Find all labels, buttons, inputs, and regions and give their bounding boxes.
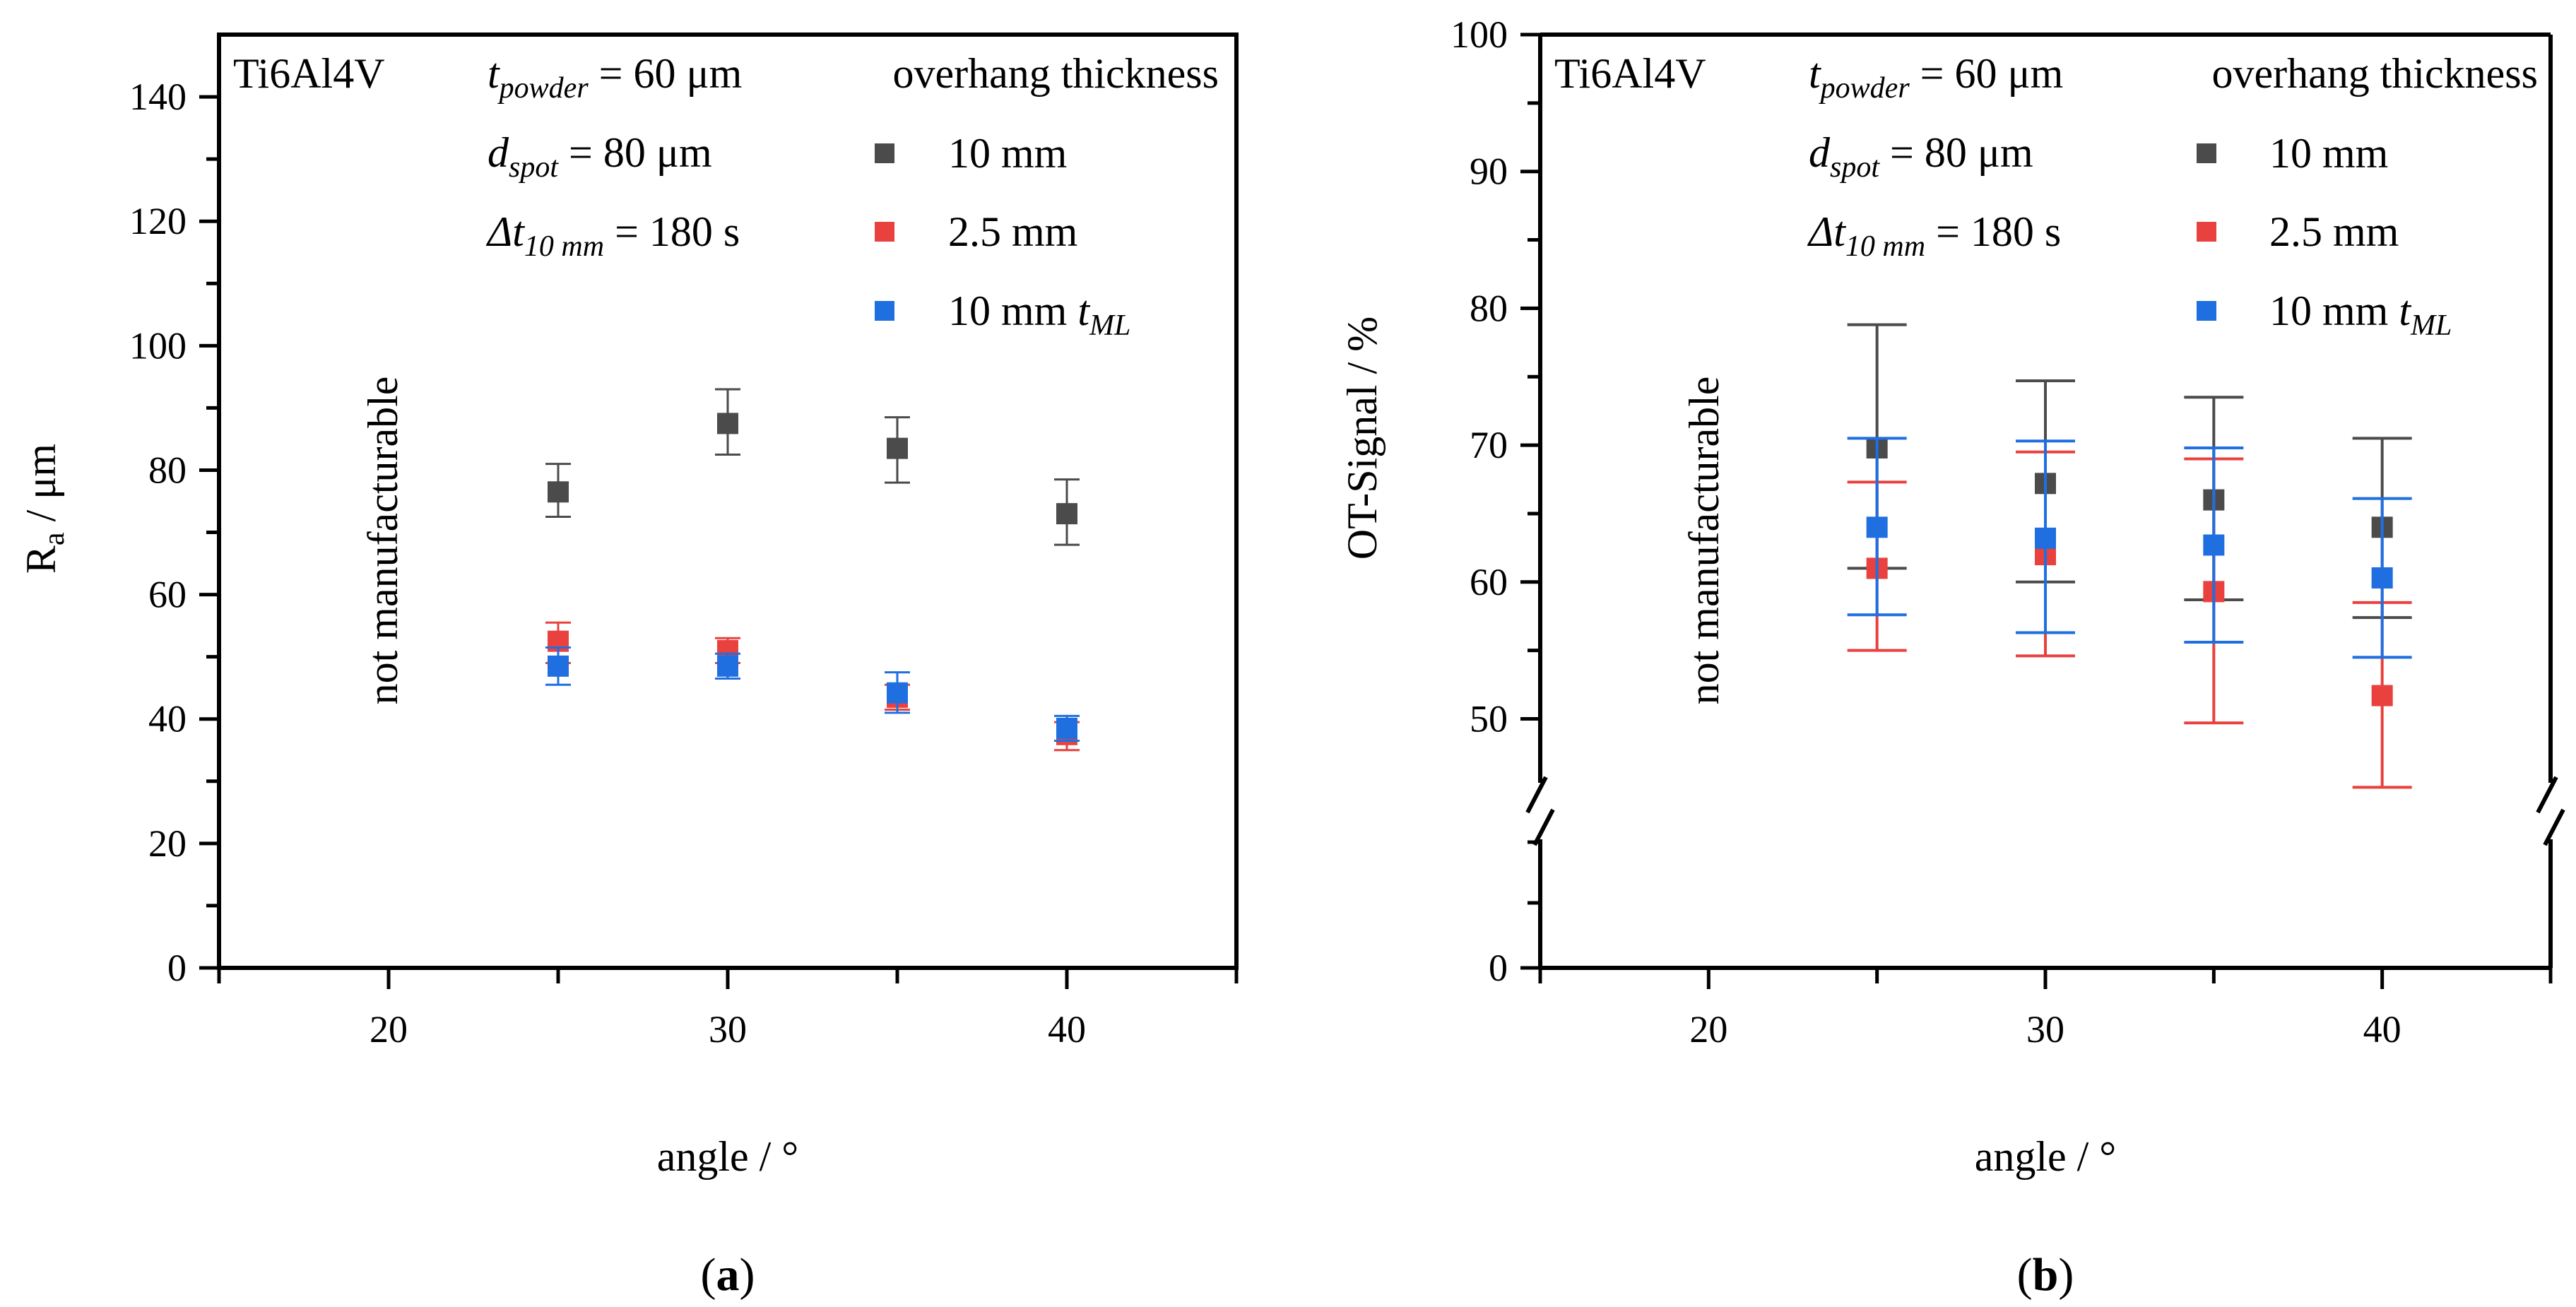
panel-b-legend-marker bbox=[2197, 143, 2216, 163]
panel-b-legend: 10 mm 2.5 mm 10 mm tML bbox=[2197, 130, 2452, 342]
panel-a-data-point bbox=[887, 437, 908, 459]
panel-b-legend-marker bbox=[2197, 301, 2216, 321]
panel-b-ytick-label: 50 bbox=[1470, 698, 1508, 740]
panel-b-xtick-label: 20 bbox=[1689, 1008, 1727, 1051]
panel-a-ytick-label: 60 bbox=[148, 574, 187, 616]
panel-b-marks bbox=[1847, 323, 2412, 789]
panel-a-dt: Δt10 mm = 180 s bbox=[486, 208, 740, 263]
panel-a-data-point bbox=[887, 682, 908, 704]
panel-b-ytick-label: 70 bbox=[1470, 424, 1508, 466]
panel-a-legend-label: 10 mm tML bbox=[948, 288, 1130, 342]
panel-b-ytick-label: 0 bbox=[1489, 947, 1508, 989]
panel-a-data-point bbox=[1056, 717, 1077, 739]
panel-a-xtick-label: 20 bbox=[370, 1008, 408, 1051]
panel-b-label: (b) bbox=[2017, 1249, 2074, 1301]
panel-a-ytick-label: 100 bbox=[129, 324, 187, 367]
panel-b-data-point bbox=[2203, 534, 2225, 556]
panel-a-chart: 0 20 40 60 80 100 120 140 20 30 40 Ti6Al4V tpowder… bbox=[18, 32, 1239, 1301]
panel-b-xtick-label: 40 bbox=[2363, 1008, 2401, 1051]
panel-a-legend-label: 10 mm bbox=[948, 130, 1067, 177]
panel-b-data-point bbox=[1866, 516, 1888, 538]
panel-b-xtick-label: 30 bbox=[2026, 1008, 2064, 1051]
panel-a-legend-title: overhang thickness bbox=[892, 50, 1219, 97]
panel-a-ytick-label: 0 bbox=[167, 947, 187, 989]
panel-a-ytick-label: 120 bbox=[129, 200, 187, 242]
panel-b-ticks: 0 50 60 70 80 90 100 20 30 40 bbox=[1451, 13, 2553, 1051]
panel-b-legend-label: 10 mm bbox=[2269, 130, 2388, 177]
panel-a-xlabel: angle / ° bbox=[657, 1133, 799, 1180]
panel-b-material: Ti6Al4V bbox=[1554, 50, 1706, 97]
panel-b-not-manufacturable: not manufacturable bbox=[1681, 377, 1727, 705]
panel-a-d-spot: dspot = 80 μm bbox=[488, 129, 712, 184]
panel-b-ytick-label: 100 bbox=[1451, 13, 1508, 56]
panel-a-xtick-label: 40 bbox=[1048, 1008, 1086, 1051]
panel-b-data-point bbox=[2035, 527, 2056, 549]
panel-a-ytick-label: 40 bbox=[148, 698, 187, 740]
panel-a-legend-label: 2.5 mm bbox=[948, 208, 1077, 255]
panel-a-ytick-label: 20 bbox=[148, 822, 187, 865]
panel-a-material: Ti6Al4V bbox=[233, 50, 385, 97]
axis-break-right bbox=[2536, 776, 2565, 846]
panel-b-dt: Δt10 mm = 180 s bbox=[1807, 208, 2061, 263]
panel-b-data-point bbox=[2371, 567, 2393, 589]
panel-b-ytick-label: 80 bbox=[1470, 287, 1508, 329]
panel-b-ytick-label: 60 bbox=[1470, 561, 1508, 603]
axis-break-left bbox=[1525, 776, 1555, 846]
panel-a-t-powder: tpowder = 60 μm bbox=[488, 50, 742, 105]
panel-a-data-point bbox=[717, 413, 738, 434]
panel-b-chart: 0 50 60 70 80 90 100 20 30 40 Ti6Al4V tpowder = 6… bbox=[1339, 13, 2565, 1301]
panel-b-legend-title: overhang thickness bbox=[2211, 50, 2538, 97]
panel-a-legend-marker bbox=[875, 143, 894, 163]
panel-b-d-spot: dspot = 80 μm bbox=[1809, 129, 2033, 184]
panel-b-ylabel: OT-Signal / % bbox=[1339, 317, 1386, 560]
panel-a-legend-marker bbox=[875, 222, 894, 242]
panel-a-not-manufacturable: not manufacturable bbox=[360, 377, 406, 705]
panel-b-legend-label: 10 mm tML bbox=[2269, 288, 2452, 342]
panel-a-legend-marker bbox=[875, 301, 894, 321]
panel-a-data-point bbox=[548, 655, 569, 677]
panel-a-marks bbox=[545, 388, 1080, 752]
panel-b-t-powder: tpowder = 60 μm bbox=[1809, 50, 2063, 105]
panel-a-legend: 10 mm 2.5 mm 10 mm tML bbox=[875, 130, 1130, 342]
panel-a-ytick-label: 140 bbox=[129, 76, 187, 118]
panel-a-data-point bbox=[548, 481, 569, 503]
panel-b-data-point bbox=[2371, 685, 2393, 706]
panel-b-xlabel: angle / ° bbox=[1975, 1133, 2117, 1180]
panel-a-data-point bbox=[717, 655, 738, 677]
panel-b-legend-label: 2.5 mm bbox=[2269, 208, 2399, 255]
panel-b-legend-marker bbox=[2197, 222, 2216, 242]
panel-a-label: (a) bbox=[701, 1249, 755, 1301]
panel-b-ytick-label: 90 bbox=[1470, 150, 1508, 193]
panel-a-ytick-label: 80 bbox=[148, 449, 187, 491]
panel-a-xtick-label: 30 bbox=[709, 1008, 747, 1051]
panel-a-ylabel: Ra / μm bbox=[18, 444, 71, 574]
panel-a-ticks: 0 20 40 60 80 100 120 140 20 30 40 bbox=[129, 76, 1239, 1051]
panel-a-data-point bbox=[1056, 503, 1077, 525]
